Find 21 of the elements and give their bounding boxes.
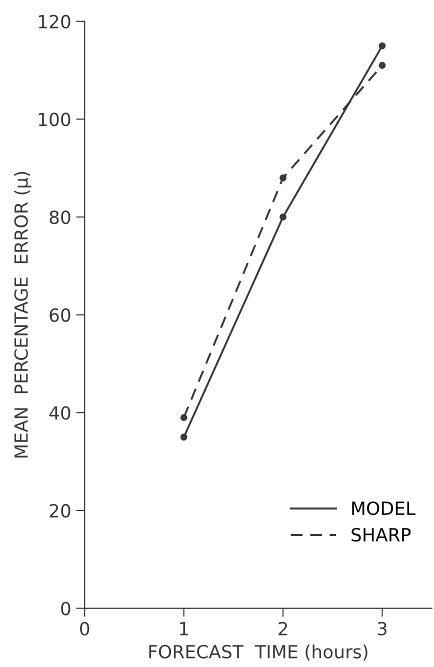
point [180, 414, 188, 422]
y-tick-label: 20 [50, 504, 70, 518]
point [280, 214, 287, 220]
y-tick-label: 0 [61, 602, 70, 616]
legend-label: MODEL [352, 501, 416, 516]
point [378, 62, 386, 69]
x-tick-label: 2 [278, 622, 287, 636]
x-axis-title: FORECAST TIME (hours) [149, 644, 368, 661]
y-tick-label: 40 [49, 406, 70, 420]
y-tick-label: 120 [38, 14, 70, 28]
x-tick-label: 1 [180, 622, 188, 636]
point [280, 174, 287, 182]
legend-label: SHARP [352, 528, 411, 542]
x-tick-label: 3 [378, 622, 387, 636]
point [180, 434, 188, 441]
y-tick-label: 100 [38, 112, 70, 126]
point [378, 42, 386, 50]
y-tick-label: 60 [50, 308, 70, 322]
x-tick-label: 0 [80, 622, 90, 636]
y-tick-label: 80 [50, 210, 70, 224]
y-axis-title: MEAN PERCENTAGE ERROR (μ) [14, 172, 32, 458]
